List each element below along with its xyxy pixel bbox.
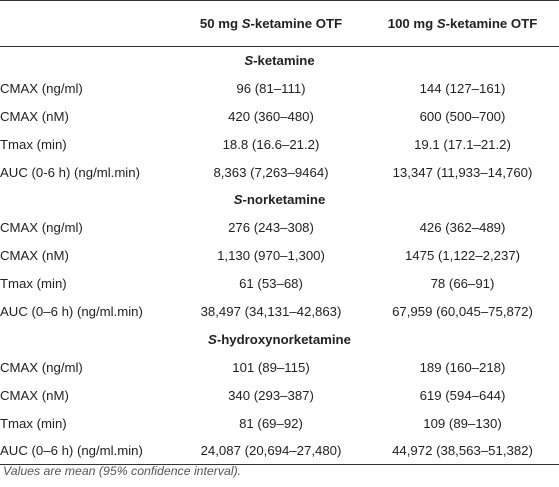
column-header-100mg: 100 mg S-ketamine OTF — [366, 0, 559, 47]
row-label: Tmax (min) — [0, 136, 67, 152]
column-header-50mg: 50 mg S-ketamine OTF — [176, 0, 366, 47]
value-50mg: 340 (293–387) — [228, 387, 314, 403]
table-row: CMAX (nM) 340 (293–387) 619 (594–644) — [0, 381, 559, 409]
value-100mg: 44,972 (38,563–51,382) — [366, 436, 559, 466]
section-heading-row: S-hydroxynorketamine — [0, 325, 559, 353]
value-50mg: 420 (360–480) — [228, 108, 314, 124]
section-heading-row: S-norketamine — [0, 186, 559, 214]
row-label: CMAX (nM) — [0, 387, 69, 403]
table-footnote: Values are mean (95% confidence interval… — [3, 464, 242, 478]
value-50mg: 24,087 (20,694–27,480) — [176, 436, 366, 466]
table-row: Tmax (min) 61 (53–68) 78 (66–91) — [0, 270, 559, 298]
value-50mg: 18.8 (16.6–21.2) — [222, 136, 320, 152]
row-label: AUC (0-6 h) (ng/ml.min) — [0, 164, 140, 180]
value-100mg: 600 (500–700) — [419, 108, 506, 124]
table-row: AUC (0-6 h) (ng/ml.min) 8,363 (7,263–946… — [0, 158, 559, 186]
row-label: CMAX (ng/ml) — [0, 359, 83, 375]
row-label: Tmax (min) — [0, 415, 67, 431]
table-row: CMAX (nM) 1,130 (970–1,300) 1475 (1,122–… — [0, 242, 559, 270]
value-100mg: 144 (127–161) — [419, 80, 506, 96]
value-50mg: 38,497 (34,131–42,863) — [200, 303, 342, 319]
table-row: Tmax (min) 18.8 (16.6–21.2) 19.1 (17.1–2… — [0, 130, 559, 158]
table-row: AUC (0–6 h) (ng/ml.min) 24,087 (20,694–2… — [0, 436, 559, 466]
section-heading-s-hydroxynorketamine: S-hydroxynorketamine — [208, 331, 351, 347]
value-50mg: 1,130 (970–1,300) — [217, 248, 325, 264]
value-100mg: 189 (160–218) — [419, 359, 506, 375]
value-50mg: 101 (89–115) — [232, 359, 310, 375]
table-row: CMAX (nM) 420 (360–480) 600 (500–700) — [0, 102, 559, 130]
section-heading-s-norketamine: S-norketamine — [233, 192, 326, 208]
value-100mg: 1475 (1,122–2,237) — [404, 248, 521, 264]
value-50mg: 61 (53–68) — [239, 276, 303, 292]
section-heading-s-ketamine: S-ketamine — [244, 53, 315, 69]
value-50mg: 8,363 (7,263–9464) — [213, 164, 329, 180]
row-label: CMAX (nM) — [0, 108, 69, 124]
table-row: CMAX (ng/ml) 276 (243–308) 426 (362–489) — [0, 214, 559, 242]
value-100mg: 426 (362–489) — [419, 220, 506, 236]
pharmacokinetics-table: 50 mg S-ketamine OTF 100 mg S-ketamine O… — [0, 0, 559, 466]
row-label: AUC (0–6 h) (ng/ml.min) — [0, 303, 143, 319]
table-row: CMAX (ng/ml) 96 (81–111) 144 (127–161) — [0, 74, 559, 102]
value-100mg: 619 (594–644) — [419, 387, 506, 403]
header-empty-cell — [0, 0, 176, 47]
row-label: Tmax (min) — [0, 276, 67, 292]
value-100mg: 19.1 (17.1–21.2) — [414, 136, 511, 152]
table-row: CMAX (ng/ml) 101 (89–115) 189 (160–218) — [0, 353, 559, 381]
table-row: Tmax (min) 81 (69–92) 109 (89–130) — [0, 409, 559, 437]
row-label: CMAX (nM) — [0, 248, 69, 264]
value-100mg: 78 (66–91) — [430, 276, 495, 292]
value-100mg: 67,959 (60,045–75,872) — [392, 303, 533, 319]
row-label: CMAX (ng/ml) — [0, 80, 83, 96]
value-100mg: 13,347 (11,933–14,760) — [392, 164, 533, 180]
value-100mg: 109 (89–130) — [423, 415, 502, 431]
value-50mg: 276 (243–308) — [228, 220, 314, 236]
table-row: AUC (0–6 h) (ng/ml.min) 38,497 (34,131–4… — [0, 298, 559, 326]
value-50mg: 96 (81–111) — [236, 80, 306, 96]
row-label: AUC (0–6 h) (ng/ml.min) — [0, 436, 176, 466]
section-heading-row: S-ketamine — [0, 47, 559, 75]
table-header-row: 50 mg S-ketamine OTF 100 mg S-ketamine O… — [0, 0, 559, 47]
value-50mg: 81 (69–92) — [239, 415, 303, 431]
row-label: CMAX (ng/ml) — [0, 220, 83, 236]
